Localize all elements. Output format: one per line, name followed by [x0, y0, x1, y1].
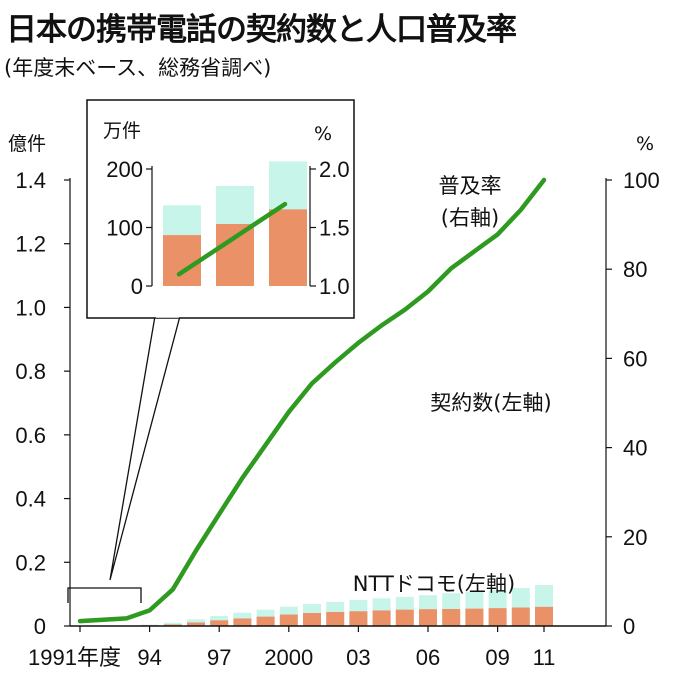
x-tick-label: 03: [346, 645, 370, 670]
docomo-bar-2003: [349, 611, 368, 626]
x-tick-label: 06: [416, 645, 440, 670]
right-tick-label: 40: [623, 436, 647, 461]
inset-docomo-bar-1993: [269, 209, 307, 286]
left-axis-unit: 億件: [8, 133, 46, 155]
docomo-bar-2010: [511, 607, 530, 626]
left-tick-label: 1.0: [15, 295, 46, 320]
inset-right-unit: %: [314, 123, 332, 145]
inset-right-tick-label: 2.0: [319, 157, 350, 182]
right-axis-unit: %: [636, 133, 654, 155]
contracts-label: 契約数(左軸): [430, 391, 551, 415]
chart-title: 日本の携帯電話の契約数と人口普及率: [6, 12, 517, 48]
right-tick-label: 100: [623, 168, 660, 193]
x-tick-label: 94: [137, 645, 161, 670]
docomo-bar-2004: [372, 610, 391, 626]
inset-left-unit: 万件: [103, 120, 141, 142]
penetration-label-axis: (右軸): [441, 206, 499, 230]
left-tick-label: 0.6: [15, 423, 46, 448]
x-tick-label: 2000: [264, 645, 313, 670]
docomo-bar-2009: [488, 608, 507, 626]
left-tick-label: 1.2: [15, 232, 46, 257]
x-tick-label: 09: [485, 645, 509, 670]
docomo-bar-1999: [256, 616, 275, 626]
inset-left-tick-label: 200: [106, 157, 143, 182]
contract-bar-1995: [163, 622, 182, 626]
left-tick-label: 0.8: [15, 359, 46, 384]
zoom-bracket: [67, 587, 142, 603]
docomo-bar-2000: [279, 614, 298, 626]
inset-left-tick-label: 0: [131, 274, 143, 299]
docomo-bar-2007: [442, 608, 461, 626]
inset-penetration-line: [176, 201, 288, 277]
docomo-bar-1998: [233, 618, 252, 626]
right-tick-label: 20: [623, 525, 647, 550]
inset-docomo-bar-1992: [216, 223, 254, 286]
docomo-bar-1997: [210, 620, 229, 626]
left-tick-label: 0.4: [15, 487, 46, 512]
x-tick-label: 1991年度: [28, 645, 121, 670]
docomo-bar-1996: [187, 622, 205, 626]
callout-pointer: [109, 315, 181, 581]
penetration-line: [77, 177, 547, 624]
x-tick-label: 11: [533, 645, 556, 670]
docomo-bar-2008: [465, 608, 484, 626]
inset-left-tick-label: 100: [106, 216, 143, 241]
inset-docomo-bar-1991: [163, 235, 201, 286]
left-tick-label: 0.2: [15, 550, 46, 575]
x-tick-label: 97: [207, 645, 231, 670]
docomo-bar-2005: [395, 609, 414, 626]
inset-right-tick-label: 1.5: [319, 216, 350, 241]
docomo-label: NTTドコモ(左軸): [353, 572, 515, 596]
right-tick-label: 60: [623, 346, 647, 371]
penetration-label: 普及率: [439, 174, 502, 198]
chart-subtitle: (年度末ベース、総務省調べ): [4, 56, 272, 80]
right-tick-label: 0: [623, 614, 635, 639]
docomo-bar-2011: [535, 606, 553, 626]
docomo-bar-2001: [303, 613, 321, 626]
left-tick-label: 0: [34, 614, 46, 639]
left-tick-label: 1.4: [15, 168, 46, 193]
docomo-bar-2006: [419, 609, 437, 626]
docomo-bar-1995: [163, 624, 182, 626]
docomo-bar-2002: [326, 611, 345, 626]
inset-right-tick-label: 1.0: [319, 274, 350, 299]
right-tick-label: 80: [623, 257, 647, 282]
